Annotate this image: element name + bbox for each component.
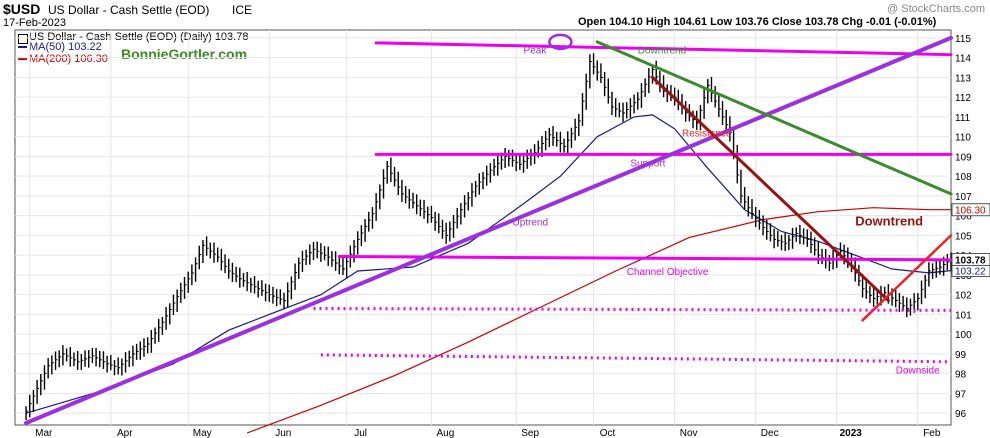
y-tick-label: 111 (955, 113, 971, 124)
date-label: 17-Feb-2023 (3, 17, 66, 29)
last-price-tag: 103.78 (955, 255, 986, 266)
symbol-label[interactable]: $USD (3, 1, 41, 17)
red-uptrend-line (861, 234, 953, 322)
darkred-downtrend-line (651, 75, 890, 303)
x-tick-label: 2023 (840, 428, 863, 438)
y-tick-label: 98 (955, 370, 967, 381)
plot-frame (14, 29, 952, 426)
ma50-value-tag: 103.22 (955, 267, 986, 278)
y-tick-label: 110 (955, 133, 971, 144)
y-tick-label: 97 (955, 389, 967, 400)
peak-marker (548, 33, 573, 51)
downside-dotted-line (320, 353, 952, 364)
x-tick-label: Apr (117, 428, 133, 438)
downside-label: Downside (896, 366, 940, 377)
support-dotted-line (313, 306, 952, 312)
y-tick-label: 113 (955, 73, 971, 84)
ma50-legend-label: MA(50) 103.22 (29, 41, 102, 53)
y-tick-label: 108 (955, 172, 972, 183)
y-tick-label: 105 (955, 231, 972, 242)
ma200-value-tag: 106.30 (955, 206, 986, 217)
y-tick-label: 106 (955, 212, 972, 223)
description-label: US Dollar - Cash Settle (EOD) (48, 3, 210, 17)
x-tick-label: Jul (354, 428, 367, 438)
ma200-value-tag-box (951, 203, 990, 217)
y-tick-label: 109 (955, 152, 972, 163)
y-tick-label: 112 (955, 93, 971, 104)
x-tick-label: Dec (761, 428, 779, 438)
channel-objective-line (337, 255, 953, 262)
y-tick-label: 115 (955, 34, 971, 45)
annotation-layer: Peak Downtrend Resistance Support Uptrend Dow… (24, 33, 953, 426)
x-tick-label: Oct (600, 428, 616, 438)
green-downtrend-line (595, 40, 953, 196)
x-tick-label: Aug (437, 428, 455, 438)
ma50-line (25, 114, 952, 414)
y-tick-label: 96 (955, 409, 967, 420)
uptrend-label: Uptrend (512, 218, 548, 229)
last-price-tag-box (951, 252, 990, 266)
resistance-label: Resistance (682, 129, 732, 140)
y-tick-label: 114 (955, 54, 971, 65)
ma200-line (246, 207, 951, 434)
uptrend-line (24, 35, 953, 426)
y-tick-label: 100 (955, 330, 972, 341)
x-tick-label: Jun (275, 428, 291, 438)
ma200-legend-label: MA(200) 106.30 (29, 53, 108, 65)
channel-objective-label: Channel Objective (627, 267, 709, 278)
ma50-legend-swatch (18, 46, 27, 48)
y-tick-label: 107 (955, 192, 972, 203)
downtrend-label: Downtrend (855, 214, 923, 229)
axis-layer: 9697989910010110210310410510610710810911… (35, 34, 990, 438)
ma200-legend-swatch (18, 58, 27, 60)
peak-resistance-line (374, 41, 953, 57)
peak-label: Peak (524, 46, 548, 57)
support-label: Support (630, 158, 665, 169)
ohlc-readout: Open 104.10 High 104.61 Low 103.76 Close… (578, 16, 937, 28)
price-legend-label: US Dollar - Cash Settle (EOD) (Daily) 10… (29, 31, 249, 43)
x-tick-label: Mar (35, 428, 53, 438)
x-tick-label: May (193, 428, 212, 438)
x-tick-label: Sep (521, 428, 539, 438)
watermark-label: @ StockCharts.com (887, 3, 985, 15)
y-tick-label: 102 (955, 291, 972, 302)
y-tick-label: 101 (955, 310, 972, 321)
x-tick-label: Feb (923, 428, 941, 438)
downtrend-top-label: Downtrend (638, 46, 686, 57)
y-tick-label: 99 (955, 350, 967, 361)
price-legend-swatch (18, 34, 28, 44)
x-tick-label: Nov (680, 428, 698, 438)
exchange-label: ICE (232, 3, 253, 17)
series-layer (25, 53, 953, 434)
